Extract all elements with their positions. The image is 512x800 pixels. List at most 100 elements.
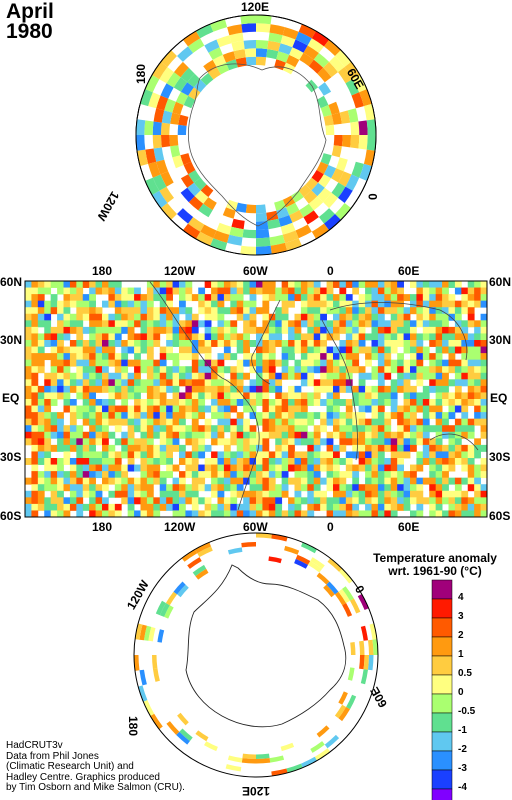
anomaly-cell [416, 399, 424, 406]
anomaly-cell [230, 300, 238, 308]
anomaly-cell [204, 39, 220, 53]
anomaly-cell [121, 412, 129, 420]
anomaly-cell [416, 405, 424, 413]
anomaly-cell [313, 281, 321, 288]
anomaly-cell [480, 418, 487, 426]
anomaly-cell [166, 340, 173, 347]
anomaly-cell [57, 287, 64, 295]
anomaly-cell [422, 287, 430, 295]
anomaly-cell [435, 307, 443, 315]
anomaly-cell [341, 135, 352, 148]
anomaly-cell [442, 300, 449, 308]
anomaly-cell [333, 484, 340, 492]
anomaly-cell [31, 451, 39, 459]
anomaly-cell [410, 294, 417, 302]
anomaly-cell [358, 294, 366, 302]
anomaly-cell [140, 497, 148, 505]
anomaly-cell [31, 510, 39, 517]
anomaly-cell [295, 224, 312, 239]
anomaly-cell [134, 287, 141, 295]
australia-coastline [429, 433, 479, 451]
anomaly-cell [217, 320, 225, 328]
anomaly-cell [435, 353, 443, 361]
anomaly-cell [275, 326, 283, 334]
anomaly-cell [403, 497, 411, 505]
anomaly-cell [146, 372, 154, 380]
anomaly-cell [63, 287, 71, 295]
anomaly-cell [467, 340, 475, 347]
anomaly-cell [139, 669, 147, 686]
anomaly-cell [82, 484, 90, 492]
anomaly-cell [262, 405, 270, 413]
anomaly-cell [301, 542, 317, 554]
anomaly-cell [63, 320, 71, 328]
anomaly-cell [326, 510, 334, 517]
anomaly-cell [278, 215, 293, 227]
anomaly-cell [102, 300, 109, 308]
anomaly-cell [179, 333, 186, 341]
anomaly-cell [313, 366, 321, 374]
anomaly-cell [82, 451, 90, 459]
anomaly-cell [397, 431, 404, 439]
anomaly-cell [365, 458, 372, 465]
anomaly-cell [358, 438, 366, 446]
anomaly-cell [307, 431, 315, 439]
anomaly-cell [256, 340, 263, 347]
anomaly-cell [185, 379, 193, 387]
anomaly-cell [127, 320, 135, 328]
anomaly-cell [249, 490, 257, 498]
anomaly-cell [467, 300, 475, 308]
anomaly-cell [422, 497, 430, 505]
anomaly-cell [294, 438, 302, 446]
anomaly-cell [262, 300, 270, 308]
anomaly-cell [216, 222, 232, 235]
anomaly-cell [114, 281, 122, 288]
anomaly-cell [256, 307, 263, 315]
anomaly-cell [134, 392, 141, 400]
anomaly-cell [82, 385, 90, 393]
anomaly-cell [44, 464, 52, 472]
anomaly-cell [480, 510, 487, 517]
anomaly-cell [172, 405, 180, 413]
anomaly-cell [95, 353, 103, 361]
anomaly-cell [333, 392, 340, 400]
anomaly-cell [454, 405, 462, 413]
anomaly-cell [461, 399, 469, 406]
anomaly-cell [211, 490, 218, 498]
anomaly-cell [179, 340, 186, 347]
anomaly-cell [365, 444, 372, 452]
anomaly-cell [37, 418, 45, 426]
anomaly-cell [454, 444, 462, 452]
anomaly-cell [223, 294, 231, 302]
anomaly-cell [211, 379, 218, 387]
anomaly-cell [172, 392, 180, 400]
anomaly-cell [108, 503, 116, 511]
anomaly-cell [108, 353, 116, 361]
anomaly-cell [185, 490, 193, 498]
anomaly-cell [403, 346, 411, 354]
anomaly-cell [230, 510, 238, 517]
credits-line: by Tim Osborn and Mike Salmon (CRU). [6, 782, 185, 793]
anomaly-cell [95, 333, 103, 341]
anomaly-cell [146, 307, 154, 315]
anomaly-cell [334, 704, 347, 719]
anomaly-cell [352, 510, 360, 517]
anomaly-cell [365, 490, 372, 498]
anomaly-cell [69, 497, 77, 505]
anomaly-cell [324, 214, 341, 231]
anomaly-cell [313, 326, 321, 334]
anomaly-cell [339, 477, 347, 485]
anomaly-cell [180, 174, 194, 188]
anomaly-cell [288, 510, 295, 517]
anomaly-cell [50, 333, 58, 341]
anomaly-cell [63, 503, 71, 511]
north-america-coastline-east [251, 299, 281, 385]
anomaly-cell [166, 451, 173, 459]
anomaly-cell [204, 294, 212, 302]
anomaly-cell [166, 372, 173, 380]
anomaly-cell [76, 300, 84, 308]
anomaly-cell [50, 392, 58, 400]
anomaly-cell [76, 372, 84, 380]
anomaly-cell [134, 412, 141, 420]
anomaly-cell [140, 326, 148, 334]
